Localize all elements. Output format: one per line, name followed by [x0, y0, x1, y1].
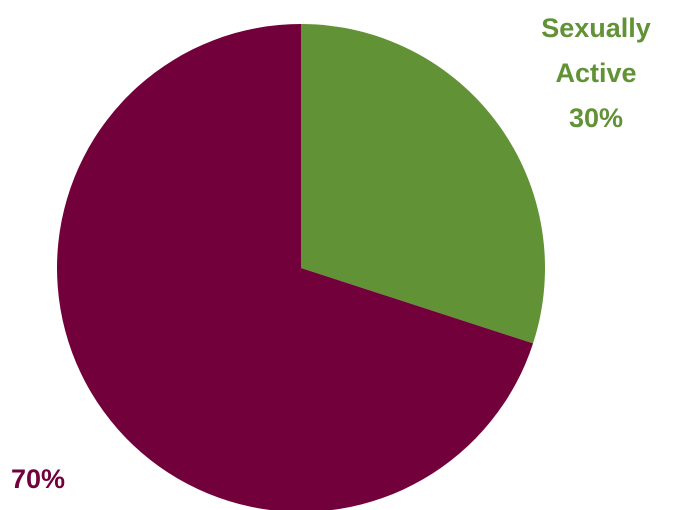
- pie-slice-other: [57, 24, 534, 510]
- slice-label-sexually-active-percent: 30%: [569, 103, 623, 133]
- pie-slices: [57, 23, 546, 510]
- slice-label-sexually-active-line1: Sexually: [541, 13, 651, 43]
- pie-slice-sexually-active: [301, 23, 546, 344]
- slice-label-other-percent: 70%: [11, 464, 65, 494]
- slice-label-sexually-active-line2: Active: [555, 58, 636, 88]
